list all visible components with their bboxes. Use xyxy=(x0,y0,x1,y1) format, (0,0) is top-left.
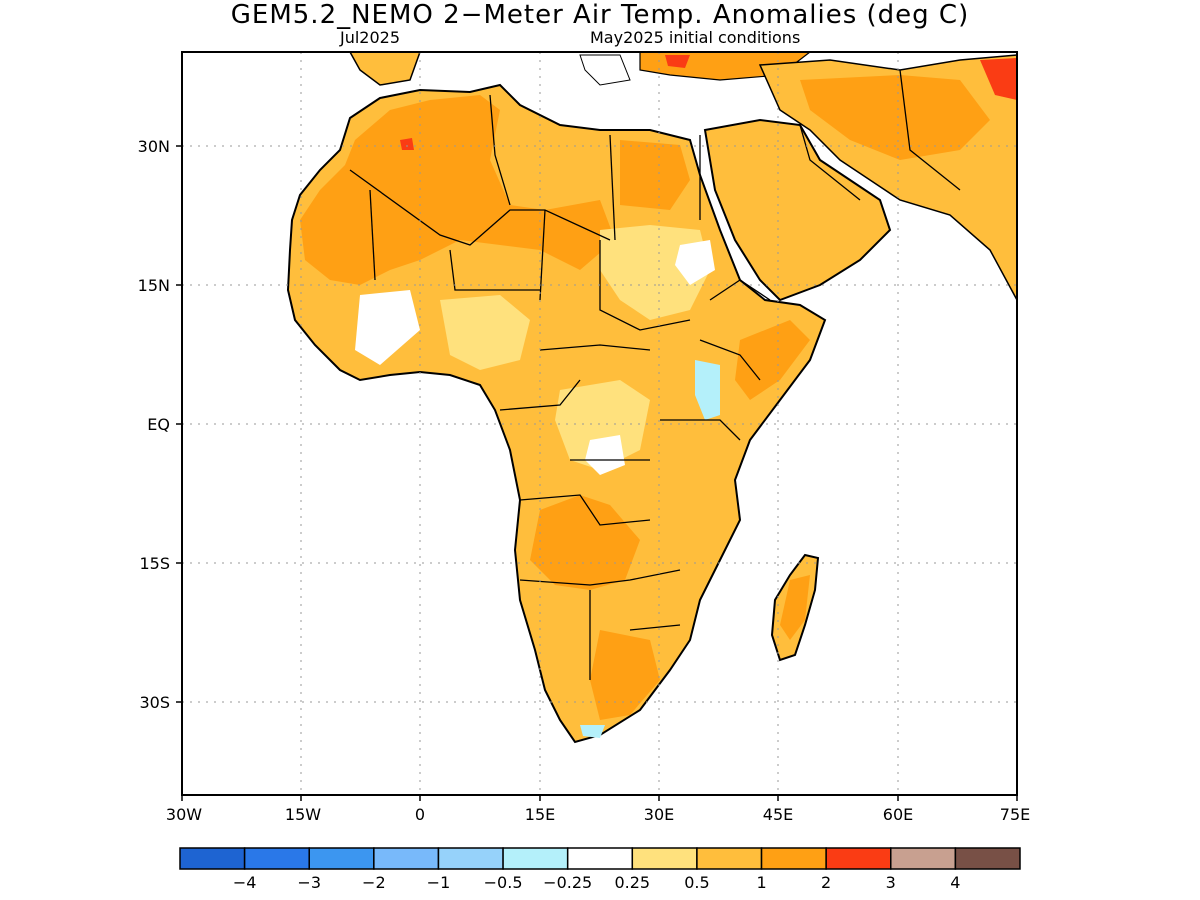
map-area xyxy=(182,52,1017,795)
south-warm xyxy=(590,630,660,720)
lon-label: 75E xyxy=(1000,805,1030,824)
east-africa-warm xyxy=(735,320,810,400)
colorbar-swatch xyxy=(502,847,569,870)
colorbar xyxy=(179,847,1021,870)
cool-patch-2 xyxy=(580,725,605,738)
colorbar-label: 1 xyxy=(756,873,766,892)
colorbar-label: 3 xyxy=(886,873,896,892)
colorbar-swatch xyxy=(437,847,504,870)
lat-label: 15S xyxy=(139,554,170,573)
lon-label: 30W xyxy=(166,805,202,824)
colorbar-labels: −4 −3 −2 −1 −0.5 −0.25 0.25 0.5 1 2 3 4 xyxy=(233,873,961,892)
lat-label: 15N xyxy=(138,276,170,295)
lon-label: 15W xyxy=(285,805,321,824)
west-africa-mild xyxy=(440,295,530,370)
lat-axis xyxy=(176,145,182,703)
map-title: GEM5.2_NEMO 2−Meter Air Temp. Anomalies … xyxy=(230,0,970,30)
colorbar-swatch xyxy=(243,847,310,870)
colorbar-swatch xyxy=(631,847,698,870)
lon-label: 0 xyxy=(415,805,425,824)
hot-spot-north xyxy=(665,55,690,68)
colorbar-label: 4 xyxy=(950,873,960,892)
lon-label: 45E xyxy=(763,805,793,824)
colorbar-swatch xyxy=(825,847,892,870)
colorbar-swatch xyxy=(890,847,957,870)
greece-land xyxy=(579,54,631,86)
white-patch-2 xyxy=(585,435,625,475)
lat-label: EQ xyxy=(147,415,170,434)
colorbar-swatch xyxy=(954,847,1021,870)
colorbar-label: −0.5 xyxy=(484,873,523,892)
central-mild xyxy=(555,380,650,470)
lat-label: 30S xyxy=(139,693,170,712)
initial-conditions-label: May2025 initial conditions xyxy=(590,28,801,47)
colorbar-label: −3 xyxy=(297,873,321,892)
colorbar-swatch xyxy=(760,847,827,870)
white-patch-1 xyxy=(675,240,715,285)
country-borders xyxy=(349,69,961,680)
colorbar-swatch xyxy=(696,847,763,870)
colorbar-label: −2 xyxy=(362,873,386,892)
lon-label: 30E xyxy=(644,805,674,824)
colorbar-swatch xyxy=(566,847,634,870)
iran-warm xyxy=(800,75,990,160)
colorbar-label: 0.25 xyxy=(614,873,650,892)
sahara-warm xyxy=(300,95,615,285)
cool-patch-1 xyxy=(695,360,720,420)
colorbar-label: 0.5 xyxy=(684,873,709,892)
colorbar-swatch xyxy=(308,847,375,870)
graticule xyxy=(182,52,1017,795)
hot-spot-east xyxy=(980,58,1017,100)
colorbar-swatch xyxy=(179,847,246,870)
lon-label: 60E xyxy=(883,805,913,824)
colorbar-swatch xyxy=(373,847,440,870)
colorbar-label: 2 xyxy=(821,873,831,892)
lon-label: 15E xyxy=(525,805,555,824)
libya-warm xyxy=(620,140,690,210)
white-patch-3 xyxy=(355,290,420,365)
colorbar-label: −0.25 xyxy=(543,873,592,892)
europe-land xyxy=(349,52,421,86)
madagascar-warm xyxy=(780,575,810,640)
hot-spot-algeria xyxy=(400,138,414,150)
colorbar-label: −4 xyxy=(233,873,257,892)
lon-axis xyxy=(181,795,1018,801)
colorbar-label: −1 xyxy=(427,873,451,892)
arabia-land xyxy=(703,118,892,302)
forecast-month: Jul2025 xyxy=(340,28,401,47)
southern-africa-warm xyxy=(530,495,640,590)
lat-label: 30N xyxy=(138,137,170,156)
